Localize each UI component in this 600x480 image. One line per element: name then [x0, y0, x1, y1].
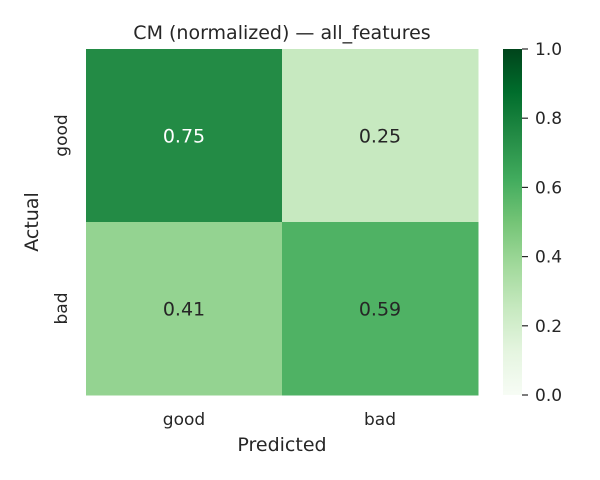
cell-value-label: 0.41	[163, 299, 205, 321]
x-tick-labels: good bad	[163, 410, 396, 430]
colorbar-tick-label: 0.2	[535, 317, 562, 337]
y-tick-label: good	[52, 114, 72, 156]
heatmap-cell-labels: 0.75 0.25 0.41 0.59	[163, 126, 401, 321]
y-axis-label: Actual	[21, 192, 43, 252]
heatmap-cell-good-bad	[282, 49, 479, 223]
heatmap-cell-bad-bad	[282, 222, 479, 396]
chart-title: CM (normalized) — all_features	[133, 22, 430, 44]
colorbar-tick-label: 0.6	[535, 178, 562, 198]
colorbar	[503, 49, 522, 395]
heatmap-cell-good-good	[86, 49, 283, 223]
heatmap-cells	[86, 49, 479, 396]
y-tick-label: bad	[52, 293, 72, 325]
colorbar-tick-label: 0.4	[535, 248, 562, 268]
x-axis-label: Predicted	[237, 434, 326, 456]
colorbar-tick-label: 0.0	[535, 386, 562, 406]
colorbar-tick-label: 1.0	[535, 40, 562, 60]
cell-value-label: 0.25	[359, 126, 401, 148]
cell-value-label: 0.75	[163, 126, 205, 148]
cell-value-label: 0.59	[359, 299, 401, 321]
heatmap-cell-bad-good	[86, 222, 283, 396]
colorbar-tick-label: 0.8	[535, 109, 562, 129]
x-tick-label: good	[163, 410, 205, 430]
y-tick-labels: good bad	[52, 114, 72, 324]
x-tick-label: bad	[364, 410, 396, 430]
colorbar-ticks: 0.0 0.2 0.4 0.6 0.8 1.0	[522, 40, 562, 406]
